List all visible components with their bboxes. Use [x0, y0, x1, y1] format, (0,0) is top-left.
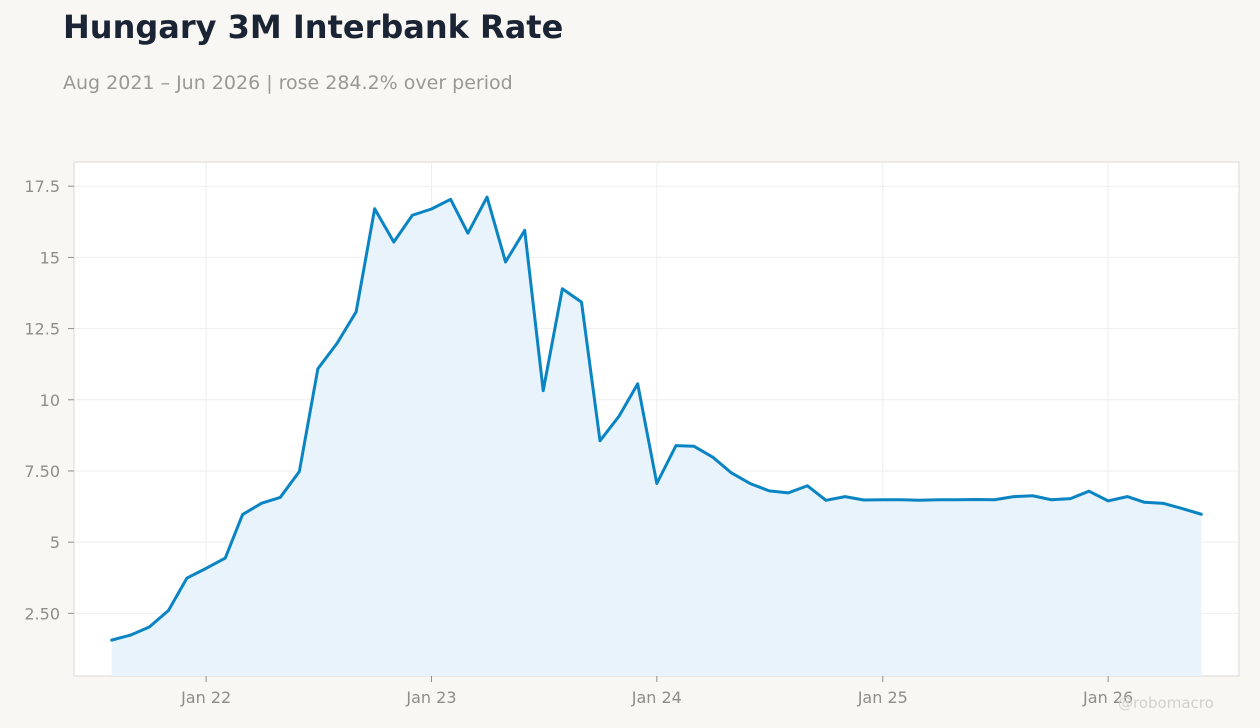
- chart-title: Hungary 3M Interbank Rate: [63, 8, 564, 46]
- data-point: [993, 498, 996, 501]
- data-point: [749, 482, 752, 485]
- data-point: [1012, 495, 1015, 498]
- data-point: [148, 625, 151, 629]
- data-point: [900, 498, 904, 501]
- data-point: [1069, 497, 1072, 500]
- data-point: [1106, 499, 1110, 503]
- data-point: [335, 342, 339, 345]
- data-point: [711, 456, 715, 459]
- data-point: [617, 414, 621, 418]
- data-point: [129, 633, 132, 637]
- data-point: [918, 499, 921, 502]
- data-point: [674, 444, 678, 447]
- data-point: [937, 498, 940, 501]
- data-point: [1200, 513, 1203, 516]
- data-point: [881, 498, 884, 501]
- data-point: [1126, 495, 1129, 498]
- data-point: [204, 567, 208, 570]
- data-point: [974, 498, 978, 501]
- data-point: [862, 498, 865, 502]
- data-point: [260, 501, 263, 505]
- data-point: [504, 260, 507, 264]
- data-point: [316, 367, 320, 370]
- data-point: [561, 287, 564, 290]
- y-tick-label: 7.50: [24, 462, 60, 481]
- series-line-group: [110, 195, 1203, 642]
- watermark: @robomacro: [1118, 694, 1214, 712]
- data-point: [1162, 502, 1165, 505]
- chart-subtitle: Aug 2021 – Jun 2026 | rose 284.2% over p…: [63, 72, 513, 94]
- data-point: [1143, 501, 1146, 504]
- data-point: [598, 439, 602, 442]
- data-point: [523, 229, 526, 232]
- data-point: [824, 499, 828, 502]
- data-point: [466, 231, 470, 235]
- data-point: [655, 482, 659, 485]
- data-point: [430, 207, 433, 211]
- data-point: [1087, 489, 1091, 493]
- data-point: [542, 389, 545, 392]
- x-tick-label: Jan 24: [631, 688, 682, 707]
- y-tick-label: 17.5: [24, 177, 60, 196]
- data-point: [787, 491, 790, 495]
- data-point: [298, 470, 301, 473]
- data-point: [224, 556, 227, 560]
- data-point: [354, 310, 358, 313]
- data-point: [843, 495, 847, 498]
- data-point: [1031, 494, 1034, 497]
- x-tick-label: Jan 25: [857, 688, 908, 707]
- data-point: [580, 300, 583, 304]
- series-area-fill: [111, 197, 1202, 676]
- data-point: [241, 513, 244, 516]
- data-point: [373, 207, 376, 210]
- data-point: [167, 609, 170, 612]
- series-area: [111, 197, 1202, 676]
- y-tick-label: 5: [50, 533, 60, 552]
- data-point: [955, 498, 959, 501]
- data-point: [692, 445, 696, 448]
- y-axis: 2.50 5 7.50 10 12.5 15 17.5: [24, 177, 74, 623]
- data-point: [411, 214, 414, 217]
- x-axis: Jan 22 Jan 23 Jan 24 Jan 25 Jan 26: [180, 676, 1133, 707]
- data-point: [392, 240, 395, 244]
- data-point: [730, 471, 733, 475]
- data-point: [110, 638, 113, 642]
- data-point: [185, 576, 189, 580]
- x-tick-label: Jan 23: [405, 688, 456, 707]
- data-point: [485, 195, 489, 199]
- data-point: [279, 496, 282, 499]
- data-point: [1050, 498, 1053, 501]
- y-tick-label: 10: [40, 391, 60, 410]
- y-tick-label: 15: [40, 248, 60, 267]
- data-point: [636, 382, 639, 386]
- x-tick-label: Jan 22: [180, 688, 231, 707]
- data-point: [449, 198, 452, 201]
- x-tick-label: Jan 26: [1082, 688, 1133, 707]
- data-point: [767, 489, 771, 493]
- y-tick-label: 12.5: [24, 320, 60, 339]
- data-point: [1181, 507, 1184, 510]
- data-point: [806, 484, 809, 487]
- y-tick-label: 2.50: [24, 604, 60, 623]
